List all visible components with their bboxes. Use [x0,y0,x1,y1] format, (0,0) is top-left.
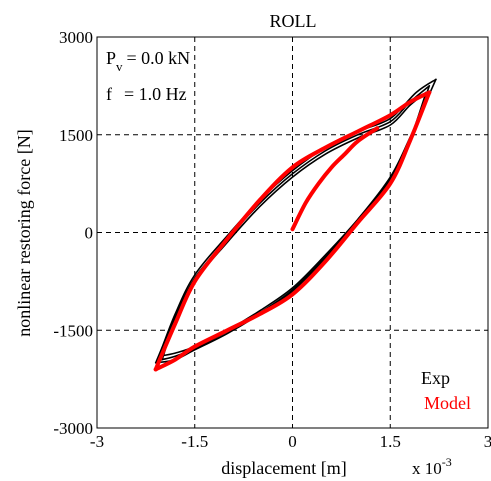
x-axis-title: displacement [m] [221,458,346,478]
x-tick-label: -1.5 [181,432,208,451]
series-model-loop-1-upper [153,90,432,372]
series-model-loop-1-lower [153,90,432,372]
legend-entry-exp: Exp [421,368,450,388]
series-model-initial-branch [290,126,380,232]
plot-frame [96,36,489,429]
x-scale-base: x 10 [412,459,442,478]
annotation-pv-prefix: P [106,48,116,68]
annotation-f: f = 1.0 Hz [106,84,187,104]
annotation-pv-subscript: v [116,59,123,74]
annotation-pv: Pv = 0.0 kN [106,48,190,74]
y-tick-label: 1500 [59,126,93,145]
grid [97,37,488,428]
annotation-pv-value: = 0.0 kN [127,48,191,68]
series-model [153,90,432,372]
x-tick-label: 3 [484,432,491,451]
x-tick-label: 1.5 [380,432,401,451]
annotation-f-value: = 1.0 Hz [124,84,187,104]
x-tick-label: -3 [90,432,104,451]
y-tick-label: -3000 [53,419,93,438]
axis-ticks: -3 -1.5 0 1.5 3 -3000 -1500 0 1500 3000 [53,28,491,451]
annotation-f-prefix: f [106,84,112,104]
x-scale-exponent: -3 [442,455,452,469]
y-tick-label: -1500 [53,321,93,340]
legend-entry-model: Model [424,393,471,413]
y-tick-label: 0 [85,224,94,243]
plot-area [153,78,437,372]
y-axis-title: nonlinear restoring force [N] [14,129,34,336]
y-tick-label: 3000 [59,28,93,47]
x-scale-multiplier: x 10-3 [412,455,452,478]
x-tick-label: 0 [288,432,297,451]
chart-title: ROLL [270,11,317,31]
